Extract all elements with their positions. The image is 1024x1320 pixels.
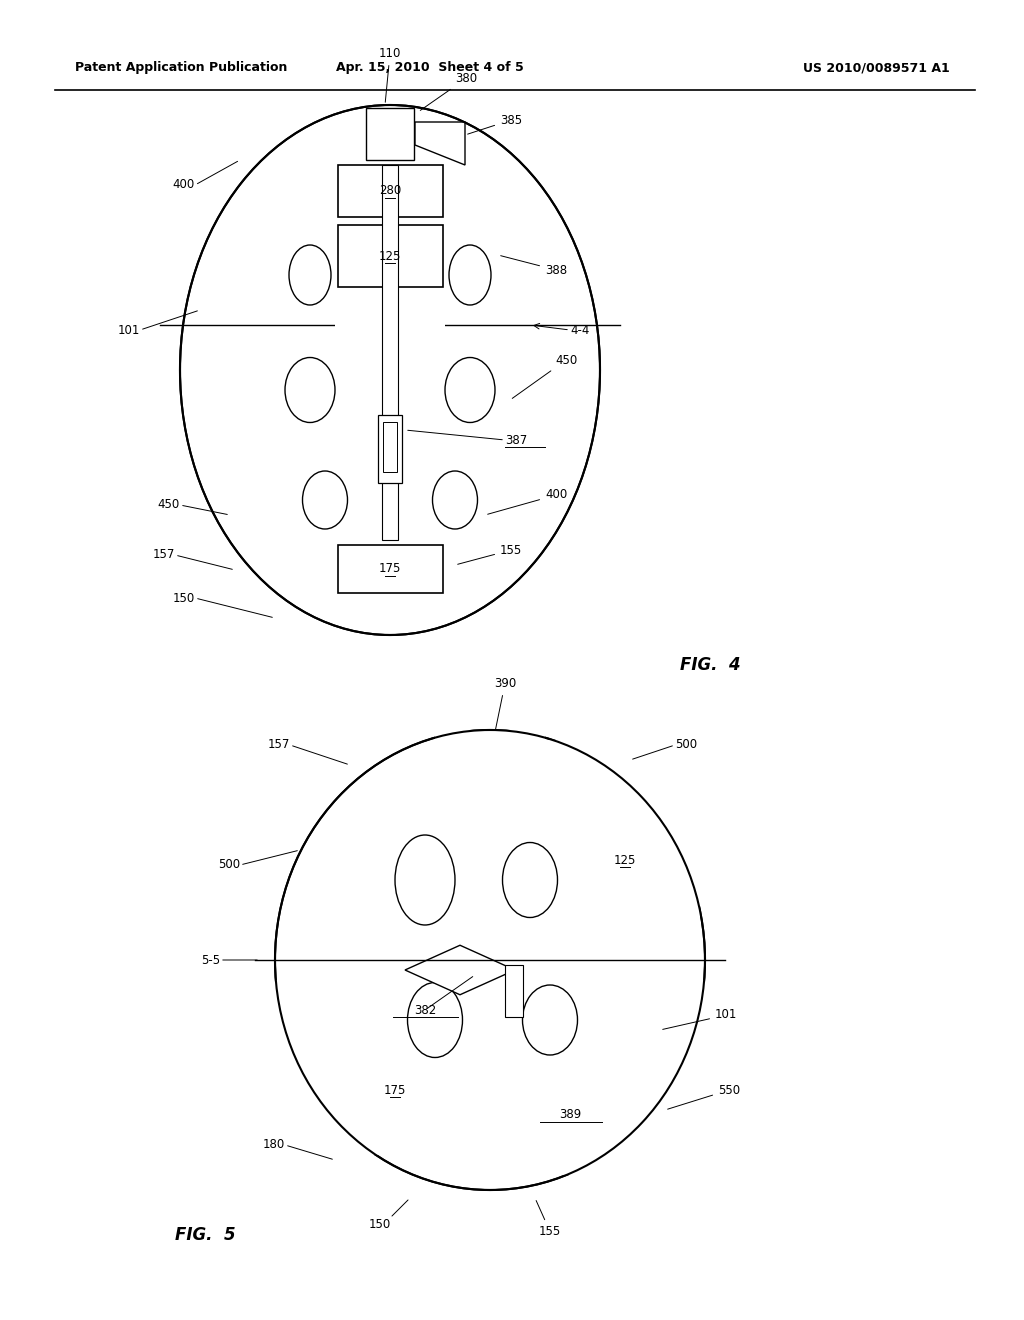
Text: 5-5: 5-5 bbox=[201, 953, 220, 966]
Text: 110: 110 bbox=[379, 48, 401, 102]
Bar bbox=[338, 545, 443, 593]
Polygon shape bbox=[435, 730, 545, 810]
Polygon shape bbox=[510, 741, 700, 931]
Text: 125: 125 bbox=[613, 854, 636, 866]
Text: 157: 157 bbox=[267, 738, 290, 751]
Ellipse shape bbox=[285, 358, 335, 422]
Ellipse shape bbox=[180, 106, 600, 635]
Text: 380: 380 bbox=[420, 73, 477, 111]
Bar bbox=[383, 422, 397, 473]
Text: 500: 500 bbox=[675, 738, 697, 751]
Ellipse shape bbox=[449, 246, 490, 305]
Text: 180: 180 bbox=[263, 1138, 285, 1151]
Text: 175: 175 bbox=[384, 1084, 407, 1097]
Text: 550: 550 bbox=[668, 1084, 740, 1109]
Text: US 2010/0089571 A1: US 2010/0089571 A1 bbox=[803, 62, 950, 74]
Bar bbox=[505, 965, 523, 1016]
Text: 4-4: 4-4 bbox=[570, 323, 590, 337]
Text: 387: 387 bbox=[505, 433, 527, 446]
Text: 125: 125 bbox=[379, 249, 401, 263]
Text: 389: 389 bbox=[559, 1109, 582, 1122]
Text: 157: 157 bbox=[153, 549, 175, 561]
Text: Patent Application Publication: Patent Application Publication bbox=[75, 62, 288, 74]
Bar bbox=[378, 414, 402, 483]
Text: 101: 101 bbox=[663, 1008, 737, 1030]
Text: 450: 450 bbox=[512, 354, 578, 399]
Ellipse shape bbox=[395, 836, 455, 925]
Ellipse shape bbox=[445, 358, 495, 422]
Text: Apr. 15, 2010  Sheet 4 of 5: Apr. 15, 2010 Sheet 4 of 5 bbox=[336, 62, 524, 74]
Bar bbox=[338, 224, 443, 286]
Ellipse shape bbox=[522, 985, 578, 1055]
Ellipse shape bbox=[302, 471, 347, 529]
Text: 382: 382 bbox=[414, 1003, 436, 1016]
Bar bbox=[335, 150, 445, 590]
Text: 175: 175 bbox=[379, 562, 401, 576]
Bar bbox=[382, 165, 398, 540]
Text: 400: 400 bbox=[173, 178, 195, 191]
Text: 280: 280 bbox=[379, 185, 401, 198]
Text: 388: 388 bbox=[501, 256, 567, 276]
Text: FIG.  4: FIG. 4 bbox=[680, 656, 740, 675]
Polygon shape bbox=[275, 979, 510, 1155]
Text: 150: 150 bbox=[369, 1218, 391, 1232]
Text: 150: 150 bbox=[173, 591, 195, 605]
Text: 101: 101 bbox=[118, 323, 140, 337]
Bar bbox=[366, 108, 414, 160]
Text: 500: 500 bbox=[218, 858, 240, 871]
Ellipse shape bbox=[275, 730, 705, 1191]
Text: 390: 390 bbox=[494, 677, 516, 729]
Text: 450: 450 bbox=[158, 499, 180, 511]
Text: FIG.  5: FIG. 5 bbox=[175, 1226, 236, 1243]
Polygon shape bbox=[510, 979, 705, 1175]
Text: 385: 385 bbox=[468, 114, 522, 135]
Text: 155: 155 bbox=[458, 544, 522, 564]
Text: 400: 400 bbox=[487, 488, 567, 515]
Text: 155: 155 bbox=[537, 1200, 561, 1238]
Ellipse shape bbox=[289, 246, 331, 305]
Ellipse shape bbox=[503, 842, 557, 917]
Polygon shape bbox=[406, 945, 515, 995]
Polygon shape bbox=[415, 121, 465, 165]
Ellipse shape bbox=[432, 471, 477, 529]
Bar bbox=[338, 165, 443, 216]
Ellipse shape bbox=[408, 982, 463, 1057]
